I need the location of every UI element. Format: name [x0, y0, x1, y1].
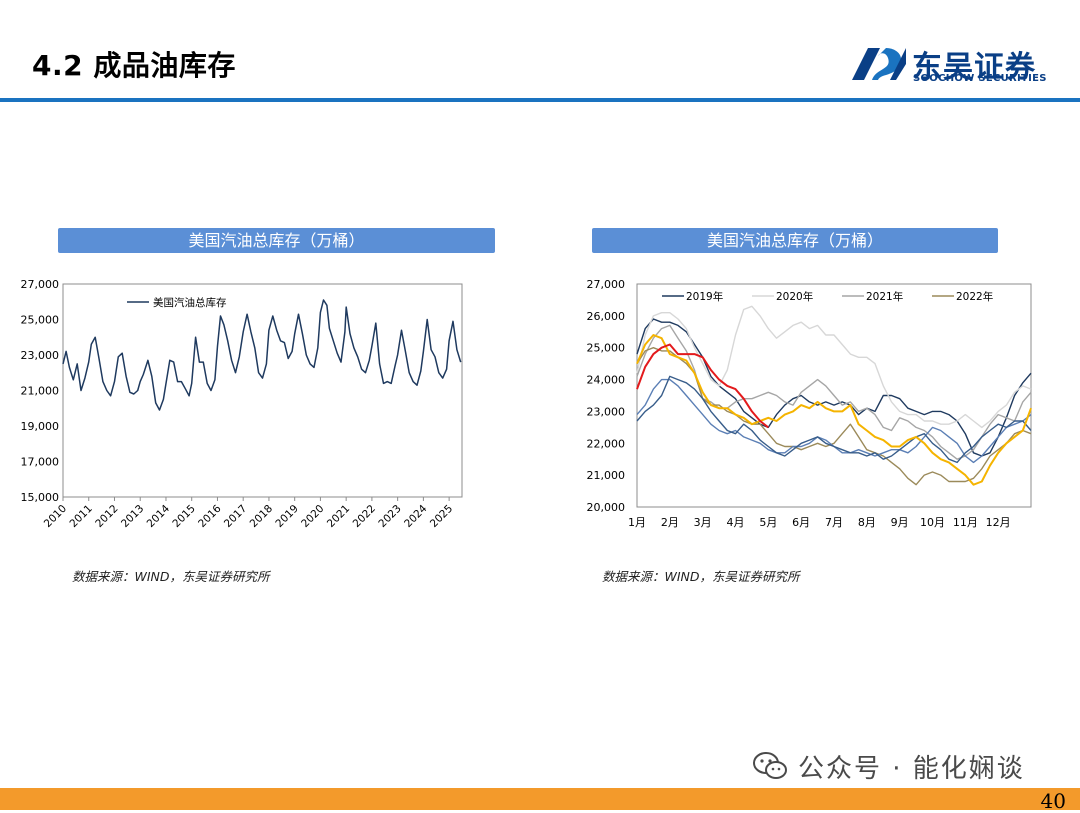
- right-x-tick-label: 1月: [628, 516, 646, 529]
- right-series-line: [636, 318, 1032, 457]
- right-legend-label: 2020年: [776, 290, 813, 303]
- right-x-tick-label: 4月: [727, 516, 745, 529]
- right-chart-title-banner: 美国汽油总库存（万桶）: [592, 228, 998, 253]
- watermark-text: 公众号 · 能化娴谈: [798, 753, 1025, 784]
- left-x-tick-label: 2023: [376, 503, 403, 530]
- watermark: 公众号 · 能化娴谈: [752, 748, 1025, 784]
- left-x-tick-label: 2012: [93, 503, 120, 530]
- slide-title: 4.2 成品油库存: [32, 49, 236, 82]
- left-x-tick-label: 2011: [67, 503, 94, 530]
- wechat-icon: [753, 752, 787, 779]
- left-y-tick-label: 17,000: [21, 456, 60, 469]
- right-series-line: [636, 343, 769, 429]
- right-series-line: [636, 324, 1032, 460]
- right-legend-label: 2022年: [956, 290, 993, 303]
- left-chart-title-banner: 美国汽油总库存（万桶）: [58, 228, 495, 253]
- right-legend-label: 2021年: [866, 290, 903, 303]
- left-x-tick-label: 2017: [222, 503, 249, 530]
- left-chart-source: 数据来源：WIND，东吴证券研究所: [72, 569, 270, 584]
- right-y-tick-label: 23,000: [587, 405, 626, 418]
- left-x-tick-label: 2016: [196, 502, 224, 530]
- right-x-tick-label: 11月: [953, 516, 978, 529]
- soochow-logo-mark-icon: [852, 48, 906, 80]
- header-rule: [0, 98, 1080, 102]
- left-chart: 15,000 17,000 19,000 21,000 23,000 25,000 27,0…: [21, 278, 463, 530]
- right-x-tick-label: 2月: [661, 516, 679, 529]
- left-y-tick-label: 25,000: [21, 314, 60, 327]
- right-y-tick-label: 21,000: [587, 469, 626, 482]
- right-x-tick-label: 12月: [986, 516, 1011, 529]
- right-x-tick-label: 8月: [858, 516, 876, 529]
- soochow-logo: 东吴证券 SOOCHOW SECURITIES: [850, 42, 1060, 88]
- right-y-tick-label: 27,000: [587, 278, 626, 291]
- right-legend-label: 2019年: [686, 290, 723, 303]
- left-x-tick-label: 2010: [42, 503, 69, 530]
- left-y-tick-label: 27,000: [21, 278, 60, 291]
- page-number: 40: [1040, 789, 1066, 813]
- left-x-tick-label: 2020: [299, 503, 326, 530]
- right-chart-source: 数据来源：WIND，东吴证券研究所: [602, 569, 800, 584]
- right-y-tick-label: 26,000: [587, 310, 626, 323]
- left-x-tick-label: 2024: [402, 502, 430, 530]
- logo-name-cn: 东吴证券: [912, 50, 1036, 85]
- right-x-tick-label: 3月: [694, 516, 712, 529]
- bottom-bar: [0, 788, 1080, 810]
- right-y-tick-label: 24,000: [587, 374, 626, 387]
- left-x-tick-label: 2021: [325, 503, 352, 530]
- right-x-tick-label: 7月: [825, 516, 843, 529]
- right-chart: 20,000 21,000 22,000 23,000 24,000 25,000 26,0…: [587, 278, 1032, 529]
- left-x-tick-label: 2022: [351, 503, 378, 530]
- right-x-tick-label: 9月: [891, 516, 909, 529]
- left-series-line: [62, 299, 462, 411]
- right-x-tick-label: 10月: [920, 516, 945, 529]
- left-x-tick-label: 2013: [119, 503, 146, 530]
- left-plot-frame: [62, 283, 463, 498]
- left-x-tick-label: 2019: [273, 503, 300, 530]
- left-y-tick-label: 23,000: [21, 349, 60, 362]
- logo-name-en: SOOCHOW SECURITIES: [913, 73, 1047, 84]
- right-x-tick-label: 6月: [792, 516, 810, 529]
- right-y-tick-label: 20,000: [587, 501, 626, 514]
- left-y-tick-label: 19,000: [21, 420, 60, 433]
- left-x-tick-label: 2015: [170, 503, 197, 530]
- right-y-tick-label: 22,000: [587, 437, 626, 450]
- right-y-tick-label: 25,000: [587, 342, 626, 355]
- left-y-tick-label: 21,000: [21, 385, 60, 398]
- left-x-tick-label: 2014: [145, 502, 173, 530]
- right-x-tick-label: 5月: [759, 516, 777, 529]
- left-legend-label: 美国汽油总库存: [153, 296, 227, 309]
- right-series-line: [636, 346, 1032, 486]
- right-plot-frame: [636, 283, 1032, 508]
- left-y-tick-label: 15,000: [21, 491, 60, 504]
- left-x-tick-label: 2018: [248, 503, 275, 530]
- right-series-line: [636, 375, 1032, 464]
- right-series-line: [636, 334, 1032, 486]
- right-series-line: [636, 305, 1032, 429]
- left-x-tick-label: 2025: [428, 503, 455, 530]
